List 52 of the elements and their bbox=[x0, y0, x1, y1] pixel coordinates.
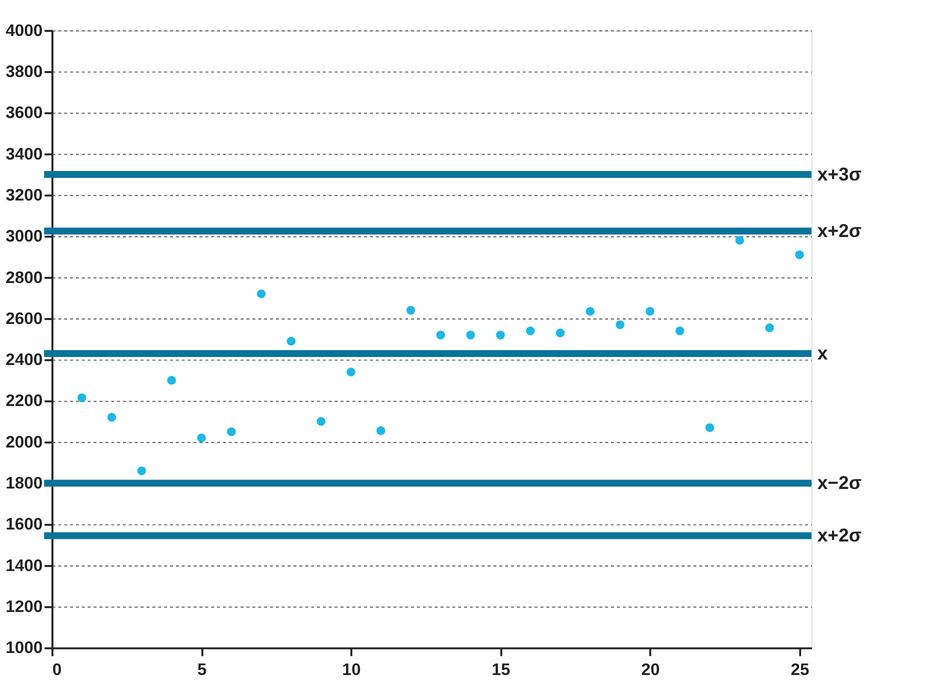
y-tick-label: 2600 bbox=[6, 308, 43, 328]
y-tick-label: 3600 bbox=[6, 103, 43, 122]
ref-line-label: x+2σ bbox=[817, 524, 862, 546]
point bbox=[376, 426, 386, 436]
x-tick-label: 5 bbox=[197, 660, 207, 679]
point bbox=[316, 417, 326, 426]
ref-line-label: x−2σ bbox=[817, 472, 862, 494]
point bbox=[496, 330, 505, 340]
point bbox=[77, 393, 86, 402]
point bbox=[346, 368, 356, 376]
point bbox=[526, 326, 535, 336]
point bbox=[616, 320, 624, 330]
point bbox=[137, 466, 146, 476]
point bbox=[675, 326, 684, 336]
x-tick-label: 0 bbox=[52, 660, 62, 679]
point bbox=[586, 306, 595, 316]
x-tick-label: 20 bbox=[641, 660, 660, 679]
ref-line-label: x bbox=[817, 342, 828, 364]
point bbox=[556, 328, 565, 338]
y-tick-label: 2000 bbox=[6, 432, 43, 452]
point bbox=[795, 250, 804, 260]
y-tick-label: 2200 bbox=[6, 391, 43, 410]
y-tick-label: 3800 bbox=[6, 62, 43, 81]
x-tick-label: 10 bbox=[342, 660, 361, 679]
point bbox=[107, 412, 116, 422]
x-tick-label: 15 bbox=[492, 660, 510, 679]
y-tick-label: 1000 bbox=[6, 638, 43, 658]
y-tick-label: 4000 bbox=[6, 20, 43, 40]
point bbox=[286, 336, 296, 346]
point bbox=[436, 330, 446, 340]
y-tick-label: 2800 bbox=[6, 268, 43, 287]
point bbox=[226, 427, 236, 436]
x-tick-label: 25 bbox=[790, 660, 810, 679]
point bbox=[735, 236, 744, 245]
y-tick-label: 2400 bbox=[6, 350, 43, 370]
ref-line-label: x+2σ bbox=[817, 220, 862, 241]
point bbox=[705, 423, 714, 432]
y-tick-label: 3000 bbox=[6, 226, 43, 246]
point bbox=[646, 306, 654, 316]
y-tick-label: 1600 bbox=[6, 514, 43, 534]
point bbox=[197, 434, 206, 442]
ref-line-label: x+3σ bbox=[817, 163, 862, 184]
point bbox=[765, 323, 774, 332]
y-tick-label: 3400 bbox=[6, 144, 43, 164]
point bbox=[406, 306, 416, 315]
y-tick-label: 1800 bbox=[6, 474, 43, 493]
point bbox=[256, 289, 266, 298]
y-tick-label: 1200 bbox=[6, 597, 43, 616]
y-tick-label: 1400 bbox=[6, 556, 43, 575]
y-tick-label: 3200 bbox=[6, 185, 43, 204]
point bbox=[167, 376, 176, 385]
point bbox=[466, 330, 475, 340]
